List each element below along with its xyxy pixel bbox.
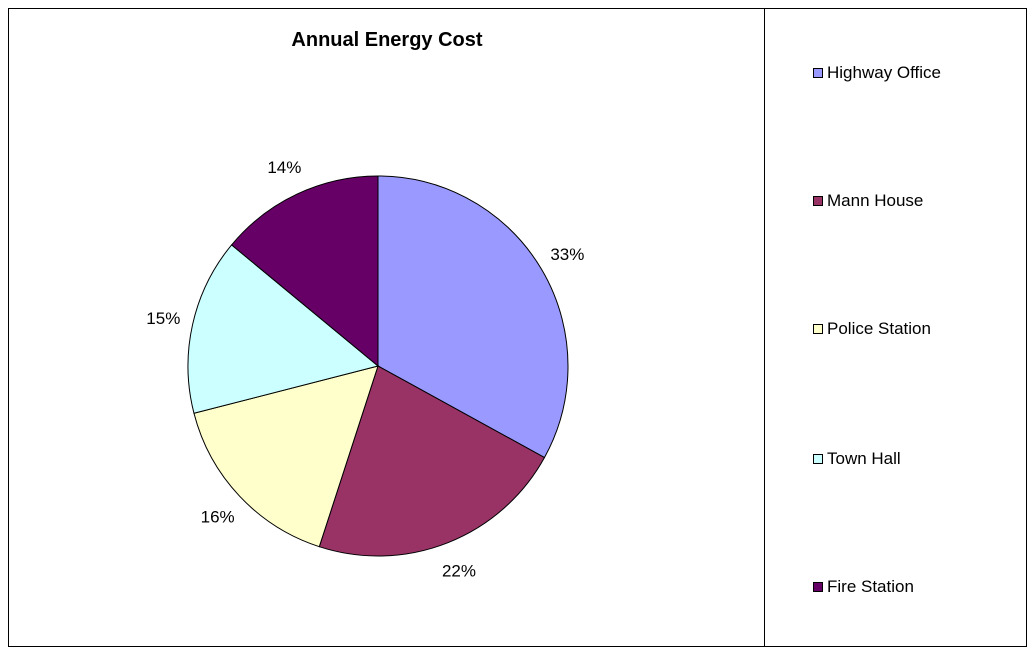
pie-slice-mann-house <box>318 365 546 557</box>
data-label-highway-office: 33% <box>550 245 584 264</box>
legend-item: Town Hall <box>813 449 901 469</box>
legend-label: Highway Office <box>827 63 942 82</box>
pie-slice-highway-office <box>377 175 569 459</box>
legend-item: Highway Office <box>813 63 941 83</box>
data-label-police-station: 16% <box>201 508 235 527</box>
legend-label: Police Station <box>827 319 931 338</box>
legend-item: Mann House <box>813 191 923 211</box>
legend-swatch <box>813 582 823 592</box>
pie-slice-town-hall <box>187 244 380 414</box>
chart-area: Annual Energy Cost 33% 22% 16% 15% 14% Highw… <box>8 8 1027 647</box>
pie-slice-fire-station <box>230 175 379 368</box>
pie-chart: 33% 22% 16% 15% 14% <box>146 158 584 581</box>
data-label-fire-station: 14% <box>267 158 301 177</box>
legend-swatch <box>813 68 823 78</box>
legend-label: Mann House <box>827 191 924 210</box>
data-label-mann-house: 22% <box>442 562 476 581</box>
pie-slice-police-station <box>193 365 379 548</box>
legend-item: Police Station <box>813 319 931 339</box>
legend-swatch <box>813 454 823 464</box>
legend-item: Fire Station <box>813 577 914 597</box>
legend: Highway Office Mann House Police Station To… <box>764 9 1026 646</box>
legend-label: Fire Station <box>827 577 914 596</box>
chart-title: Annual Energy Cost <box>291 29 483 51</box>
legend-swatch <box>813 196 823 206</box>
data-label-town-hall: 15% <box>146 309 180 328</box>
legend-label: Town Hall <box>827 449 901 468</box>
legend-swatch <box>813 324 823 334</box>
